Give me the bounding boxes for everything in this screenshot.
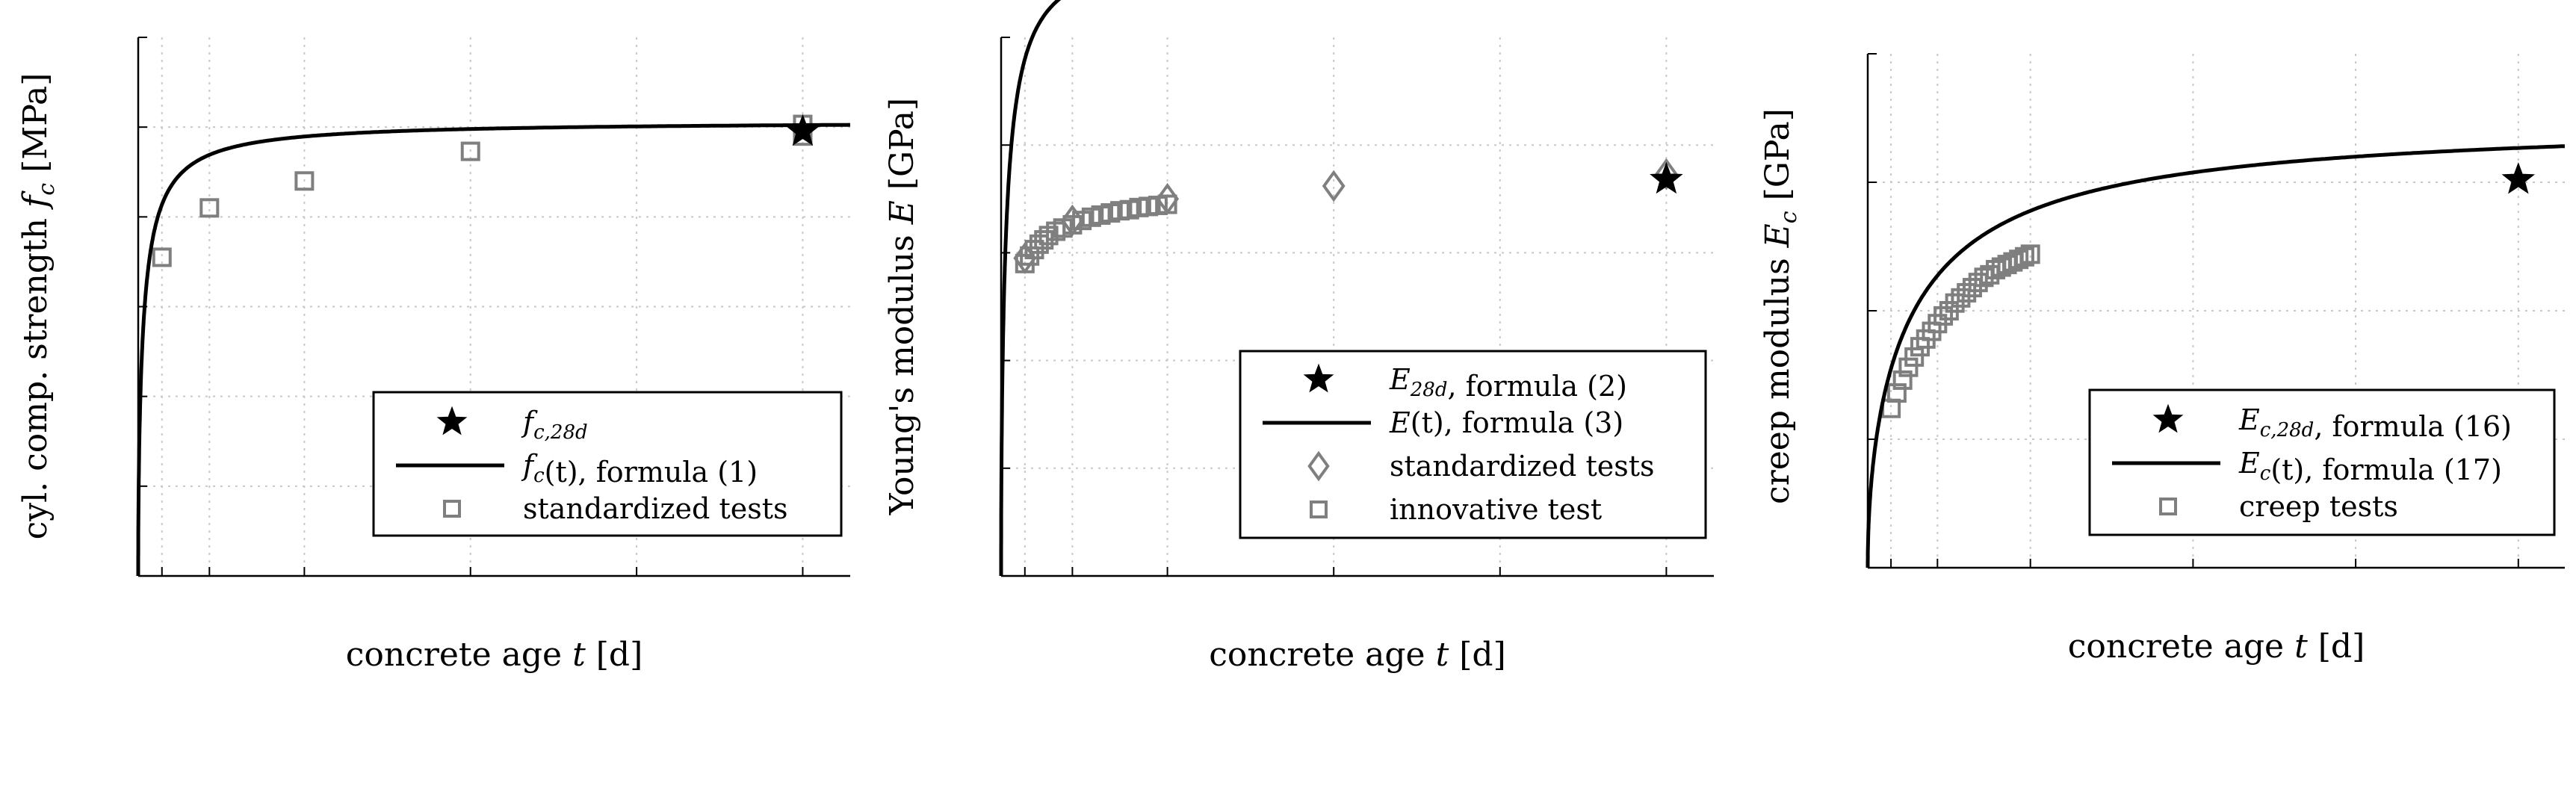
legend-star-icon bbox=[436, 406, 468, 436]
y-axis-label: creep modulus Ec [GPa] bbox=[1759, 108, 1802, 504]
x-axis-label: concrete age t [d] bbox=[1209, 636, 1506, 674]
standardized-tests-marker bbox=[152, 247, 172, 267]
creep-tests-marker bbox=[1945, 293, 1965, 313]
legend-square-icon bbox=[1310, 500, 1328, 518]
creep-tests-marker bbox=[2020, 244, 2040, 264]
creep-tests-marker bbox=[1933, 306, 1954, 326]
x-axis-label: concrete age t [d] bbox=[346, 636, 643, 674]
star-marker bbox=[786, 114, 820, 146]
legend-entry-label: standardized tests bbox=[523, 492, 787, 525]
legend-entry-label: Ec,28d, formula (16) bbox=[2238, 403, 2512, 443]
legend-entry-label: E(t), formula (3) bbox=[1389, 406, 1623, 439]
chart-panel-1: concrete age t [d] cyl. comp. strength fc… bbox=[16, 37, 851, 674]
creep-tests-marker bbox=[1892, 370, 1913, 390]
standardized-tests-marker bbox=[199, 198, 220, 218]
legend-entry-label: E28d, formula (2) bbox=[1389, 363, 1627, 403]
legend-entry-label: fc(t), formula (1) bbox=[521, 449, 758, 489]
legend: Ec,28d, formula (16) Ec(t), formula (17) c… bbox=[2088, 388, 2556, 536]
legend-entry-label: creep tests bbox=[2239, 490, 2398, 523]
creep-tests-marker bbox=[2009, 250, 2029, 270]
innovative-test-marker bbox=[1157, 194, 1177, 214]
x-axis-label: concrete age t [d] bbox=[2068, 627, 2365, 666]
star-marker bbox=[2501, 162, 2536, 194]
legend: E28d, formula (2)E(t), formula (3) standa… bbox=[1239, 350, 1707, 539]
legend-entry-label: Ec(t), formula (17) bbox=[2238, 447, 2502, 486]
legend-entry-label: standardized tests bbox=[1390, 450, 1654, 483]
creep-tests-marker bbox=[2014, 247, 2034, 267]
standardized-tests-marker bbox=[1322, 170, 1346, 202]
legend-square-icon bbox=[443, 500, 461, 518]
chart-panel-3: concrete age t [d] creep modulus Ec [GPa]… bbox=[1759, 53, 2566, 666]
creep-tests-marker bbox=[1898, 357, 1919, 377]
creep-tests-marker bbox=[1951, 288, 1971, 308]
model-curve bbox=[999, 0, 1062, 576]
standardized-tests-marker bbox=[1654, 158, 1678, 190]
legend-star-icon bbox=[1303, 363, 1334, 393]
creep-tests-marker bbox=[1904, 347, 1925, 367]
standardized-tests-marker bbox=[460, 141, 480, 161]
legend-square-icon bbox=[2159, 498, 2177, 515]
star-marker bbox=[1650, 161, 1683, 194]
chart-panel-2: concrete age t [d] Young's modulus E [GPa… bbox=[883, 0, 1714, 674]
y-axis-label: Young's modulus E [GPa] bbox=[883, 98, 921, 515]
creep-tests-marker bbox=[1957, 282, 1977, 303]
model-curve bbox=[136, 123, 851, 576]
model-curve bbox=[1866, 144, 2566, 568]
creep-tests-marker bbox=[1962, 278, 1982, 298]
standardized-tests-marker bbox=[294, 171, 315, 191]
legend-entry-label: innovative test bbox=[1390, 493, 1602, 526]
legend-star-icon bbox=[2152, 403, 2184, 433]
y-axis-label: cyl. comp. strength fc [MPa] bbox=[16, 73, 60, 540]
creep-tests-marker bbox=[1886, 383, 1907, 403]
legend-diamond-icon bbox=[1307, 450, 1330, 482]
